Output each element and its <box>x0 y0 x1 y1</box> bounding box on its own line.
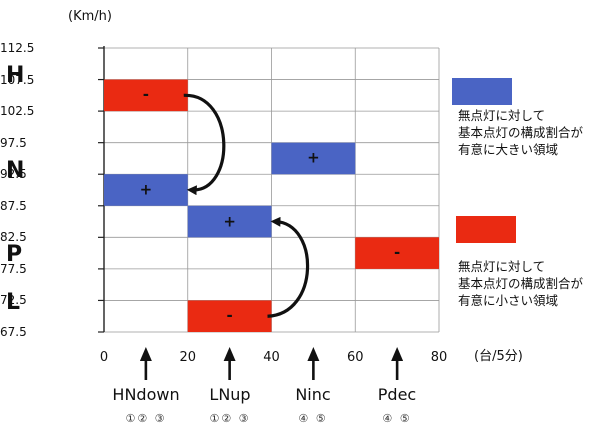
shift-arrow <box>267 216 310 318</box>
side-label-p: P <box>6 242 23 267</box>
y-tick-label: 77.5 <box>0 261 27 276</box>
category-label-ninc: Ninc <box>295 385 331 404</box>
x-unit-label: (台/5分) <box>474 349 523 364</box>
block-red <box>104 79 188 112</box>
y-tick-label: 87.5 <box>0 198 27 213</box>
x-tick-label: 60 <box>346 350 364 365</box>
legend-blue-text: 無点灯に対して 基本点灯の構成割合が 有意に大きい領域 <box>458 107 583 158</box>
x-tick-label: 0 <box>99 350 109 365</box>
y-tick-label: 92.5 <box>0 167 27 182</box>
category-steps-pdec: ④ ⑤ <box>382 412 412 425</box>
y-tick-label: 72.5 <box>0 293 27 308</box>
legend-red-line-2: 基本点灯の構成割合が <box>458 276 584 291</box>
category-steps-hndown: ①② ③ <box>125 412 167 425</box>
block-blue <box>271 142 356 175</box>
x-tick-label: 80 <box>430 350 448 365</box>
legend-blue-line-3: 有意に大きい領域 <box>458 142 559 157</box>
x-tick-label: 20 <box>179 350 197 365</box>
category-label-pdec: Pdec <box>377 385 417 404</box>
block-red <box>355 237 439 269</box>
legend-blue-swatch <box>452 78 512 105</box>
shift-arrow <box>183 93 226 196</box>
y-tick-label: 82.5 <box>0 230 27 245</box>
side-label-h: H <box>6 63 25 88</box>
category-label-hndown: HNdown <box>112 385 180 404</box>
y-tick-label: 67.5 <box>0 325 27 339</box>
y-tick-label: 107.5 <box>0 72 35 87</box>
block-sign: - <box>394 243 401 262</box>
category-steps-ninc: ④ ⑤ <box>298 412 328 425</box>
side-label-l: L <box>6 290 21 315</box>
category-label-lnup: LNup <box>209 385 251 404</box>
block-sign: - <box>226 306 233 325</box>
block-sign: + <box>139 180 153 199</box>
block-sign: + <box>223 212 236 231</box>
block-red <box>187 300 272 332</box>
legend-red-line-3: 有意に小さい領域 <box>458 293 559 308</box>
x-tick-label: 40 <box>263 350 280 365</box>
block-sign: + <box>307 148 320 167</box>
legend-red-text: 無点灯に対して 基本点灯の構成割合が 有意に小さい領域 <box>458 258 583 309</box>
side-label-n: N <box>6 158 25 183</box>
block-sign: - <box>142 85 149 104</box>
legend-blue-line-1: 無点灯に対して <box>458 108 546 123</box>
legend-red-line-1: 無点灯に対して <box>458 259 546 274</box>
category-steps-lnup: ①② ③ <box>209 412 251 425</box>
block-blue <box>187 205 272 238</box>
block-blue <box>104 174 188 206</box>
legend-blue-line-2: 基本点灯の構成割合が <box>458 125 584 140</box>
y-unit-label: (Km/h) <box>68 9 112 24</box>
y-tick-label: 97.5 <box>0 135 27 150</box>
legend-red-swatch <box>456 216 516 243</box>
y-tick-label: 112.5 <box>0 41 35 55</box>
y-tick-label: 102.5 <box>0 104 35 119</box>
